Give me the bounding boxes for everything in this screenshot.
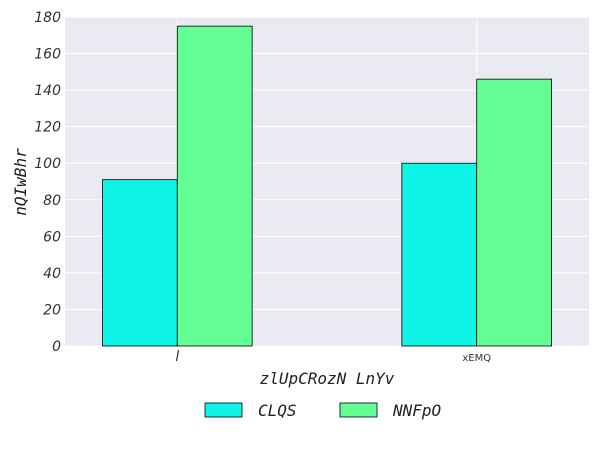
y-tick-label: 20: [43, 302, 61, 318]
y-axis-ticks: 0 20 40 60 80 100 120 140 160 180: [34, 10, 61, 355]
bar-clqs-xemq: [401, 162, 478, 347]
legend: CLQS NNFpO: [204, 401, 441, 420]
bars: [102, 25, 552, 347]
bar-nnfpo-l: [176, 25, 253, 347]
legend-swatch-clqs: [204, 402, 243, 418]
y-tick-label: 120: [34, 120, 61, 136]
y-tick-label: 0: [52, 339, 61, 355]
y-tick-label: 40: [43, 266, 61, 282]
y-tick-label: 180: [34, 10, 61, 26]
y-tick-label: 80: [43, 193, 61, 209]
x-tick-label: l: [175, 349, 179, 365]
x-axis-ticks: l xEMQ: [175, 349, 491, 365]
y-axis-label: nQIwBhr: [11, 148, 30, 216]
x-tick-label: xEMQ: [462, 353, 491, 364]
legend-label-clqs: CLQS: [258, 401, 297, 420]
y-tick-label: 60: [43, 229, 61, 245]
legend-swatch-nnfpo: [339, 402, 378, 418]
y-tick-label: 140: [34, 83, 61, 99]
y-tick-label: 100: [34, 156, 61, 172]
bar-nnfpo-xemq: [476, 78, 552, 347]
y-tick-label: 160: [34, 47, 61, 63]
legend-label-nnfpo: NNFpO: [392, 401, 441, 420]
x-axis-label: zlUpCRozN LnYv: [260, 369, 395, 388]
bar-clqs-l: [102, 179, 178, 347]
